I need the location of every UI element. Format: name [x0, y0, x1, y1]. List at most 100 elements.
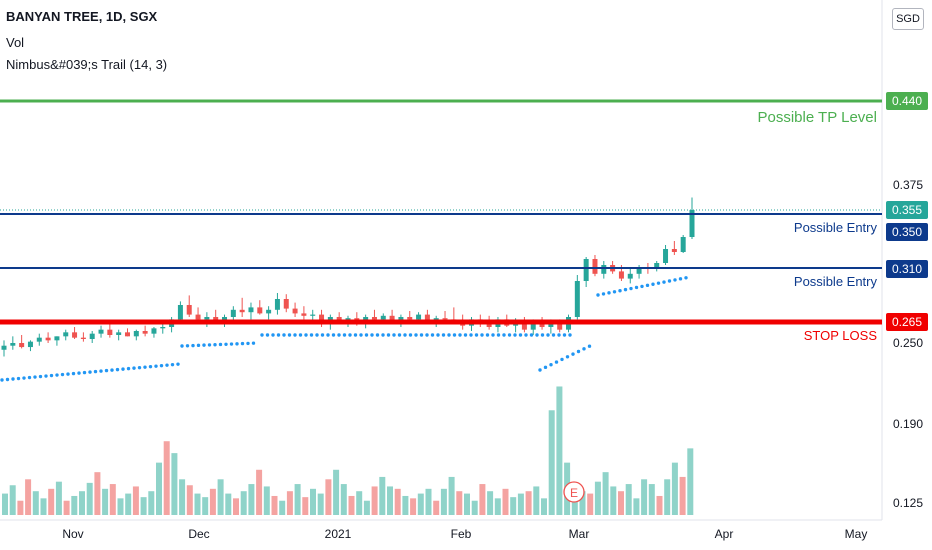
- candle: [98, 325, 104, 338]
- volume-bar: [625, 484, 632, 515]
- candle-body: [680, 237, 686, 252]
- volume-bar: [671, 462, 678, 515]
- candle-body: [336, 317, 342, 322]
- volume-bar: [25, 479, 32, 515]
- stop-loss-annotation: STOP LOSS: [804, 328, 878, 343]
- volume-bar: [263, 486, 270, 515]
- earnings-marker-circle: [563, 481, 585, 503]
- trail-dot: [502, 333, 506, 337]
- trail-dot: [99, 369, 103, 373]
- candle-body: [433, 318, 439, 321]
- trail-dot: [419, 333, 424, 337]
- trail-dot: [271, 333, 275, 337]
- candle: [248, 302, 254, 320]
- candle-body: [301, 313, 307, 316]
- candle: [177, 301, 183, 323]
- volume-bar: [140, 497, 147, 515]
- candle-body: [371, 317, 377, 320]
- trail-dot: [121, 367, 125, 371]
- candle: [583, 257, 589, 287]
- candle: [133, 329, 139, 341]
- trail-dot: [240, 341, 245, 346]
- trail-dot: [596, 293, 600, 297]
- candle-body: [592, 259, 598, 274]
- volume-bar: [225, 493, 232, 515]
- trail-dot: [71, 371, 76, 376]
- x-tick-label: Mar: [569, 527, 590, 541]
- volume-bar: [202, 497, 209, 515]
- volume-bar: [186, 485, 193, 515]
- volume-series: [2, 386, 694, 515]
- trail-dot: [529, 333, 534, 337]
- trail-dot: [403, 333, 407, 337]
- volume-bar: [533, 486, 540, 515]
- trail-dot: [66, 372, 70, 376]
- trail-dot: [485, 333, 490, 337]
- currency-selector[interactable]: SGD: [892, 8, 924, 30]
- volume-bar: [32, 491, 39, 515]
- trail-dot: [331, 333, 336, 337]
- volume-bar: [48, 488, 55, 515]
- volume-bar: [610, 486, 617, 515]
- candle: [142, 325, 148, 337]
- candle-body: [416, 314, 422, 320]
- candle: [601, 261, 607, 279]
- candle: [1, 340, 7, 357]
- trail-dot: [375, 333, 380, 337]
- volume-bar: [425, 488, 432, 515]
- candle-body: [663, 249, 669, 263]
- trail-dot: [491, 333, 495, 337]
- trail-dot: [276, 333, 281, 337]
- volume-bar: [379, 476, 386, 515]
- trail-dot: [392, 333, 396, 337]
- trail-dot: [565, 355, 570, 359]
- volume-bar: [325, 479, 332, 515]
- candle-body: [398, 317, 404, 321]
- candle: [89, 331, 95, 343]
- volume-bar: [163, 441, 170, 515]
- volume-bar: [433, 500, 440, 515]
- candle-body: [98, 329, 104, 334]
- symbol-title: BANYAN TREE, 1D, SGX: [6, 9, 158, 24]
- trail-dot: [88, 370, 92, 374]
- candle-body: [10, 343, 16, 346]
- volume-bar: [2, 493, 8, 515]
- volume-bar: [240, 491, 247, 515]
- candle-body: [557, 324, 563, 330]
- trail-dot: [414, 333, 418, 337]
- volume-bar: [525, 491, 532, 515]
- candle: [292, 302, 298, 317]
- trail-dot: [93, 369, 98, 374]
- volume-bar: [109, 484, 116, 515]
- x-tick-label: Dec: [188, 527, 209, 541]
- x-tick-label: 2021: [325, 527, 352, 541]
- candle-body: [389, 315, 395, 321]
- trail-dot: [104, 368, 109, 373]
- volume-bar: [502, 488, 509, 515]
- volume-bar: [317, 493, 324, 515]
- trail-dot: [408, 333, 413, 337]
- candle-series: [1, 197, 695, 357]
- volume-bar: [641, 479, 648, 515]
- trail-dot: [60, 372, 65, 377]
- volume-bar: [494, 498, 501, 515]
- trail-dot: [251, 341, 256, 345]
- trail-dot: [11, 377, 15, 381]
- trail-dot: [293, 333, 297, 337]
- volume-bar: [171, 453, 178, 515]
- candle-body: [424, 314, 430, 321]
- volume-bar: [148, 491, 155, 515]
- candle: [80, 332, 86, 342]
- trail-dot: [229, 342, 234, 346]
- trail-dot: [543, 365, 548, 370]
- badge-entry-lower: [886, 260, 928, 278]
- trail-dot: [546, 333, 550, 337]
- volume-bar: [417, 493, 424, 515]
- trail-dot: [587, 344, 592, 348]
- candle: [283, 294, 289, 313]
- trail-dot: [640, 284, 644, 289]
- trail-dot: [126, 366, 131, 371]
- trail-dot: [5, 377, 10, 382]
- volume-bar: [217, 479, 224, 515]
